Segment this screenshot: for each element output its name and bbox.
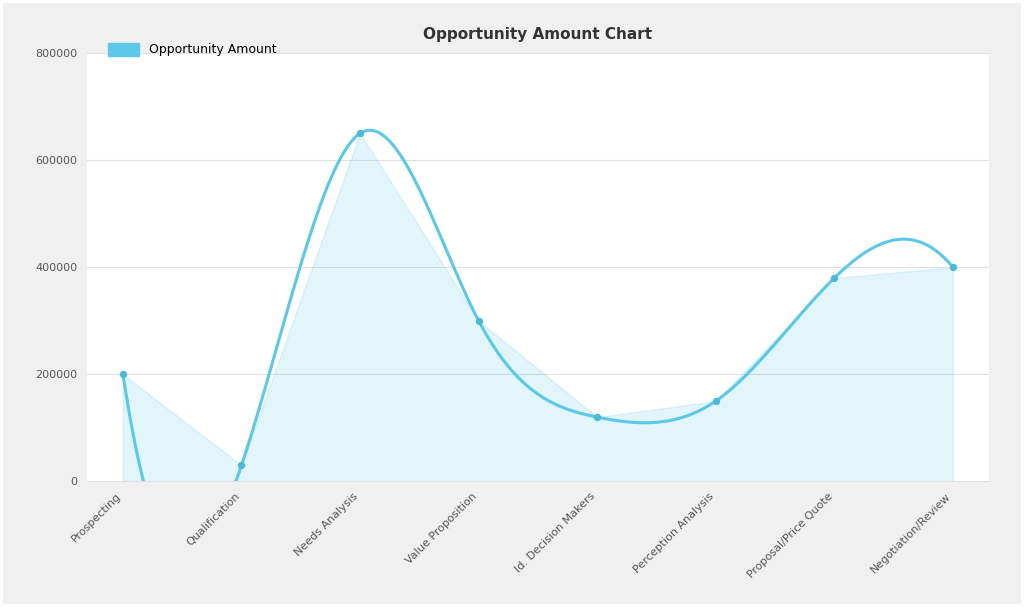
Point xyxy=(589,412,605,422)
Legend: Opportunity Amount: Opportunity Amount xyxy=(102,38,282,61)
Point xyxy=(708,396,724,406)
Point xyxy=(945,262,962,272)
Point xyxy=(826,273,843,283)
Point xyxy=(115,370,131,379)
Point xyxy=(352,129,369,138)
Point xyxy=(470,316,486,325)
Point xyxy=(233,461,250,470)
Title: Opportunity Amount Chart: Opportunity Amount Chart xyxy=(423,27,652,42)
